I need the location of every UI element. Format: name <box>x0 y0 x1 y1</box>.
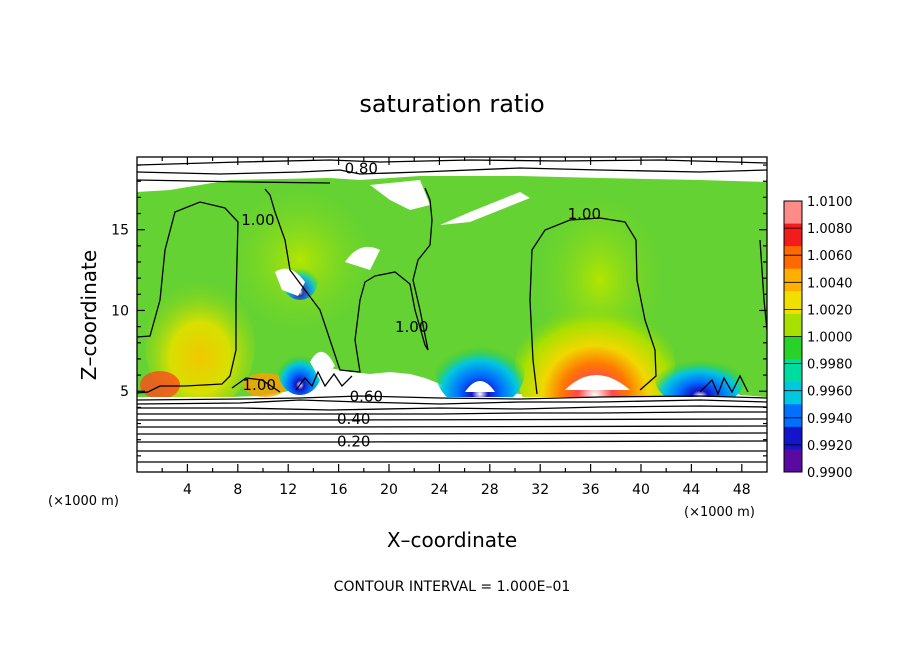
y-tick-label: 10 <box>111 303 129 319</box>
contour-line <box>137 432 767 435</box>
colorbar-label: 1.0100 <box>807 195 853 210</box>
x-tick-label: 4 <box>183 482 192 498</box>
contour-label: 0.80 <box>345 160 378 178</box>
x-tick-label: 36 <box>582 482 600 498</box>
contour-label: 0.20 <box>337 433 370 451</box>
contour-label: 1.00 <box>243 376 276 394</box>
contour-line <box>137 179 331 184</box>
chart-title: saturation ratio <box>359 90 544 118</box>
colorbar-label: 1.0040 <box>807 276 853 291</box>
contour-line <box>699 374 749 396</box>
colorbar-swatch <box>784 201 802 225</box>
y-tick-label: 5 <box>120 384 129 400</box>
x-unit-label: (×1000 m) <box>684 505 755 520</box>
tick-marks <box>137 157 767 472</box>
contour-line <box>137 167 767 175</box>
contour-label: 0.40 <box>337 410 370 428</box>
contour-label: 1.00 <box>568 205 601 223</box>
x-tick-label: 32 <box>531 482 549 498</box>
supersaturation-region <box>140 371 180 399</box>
colorbar-swatch <box>784 381 802 405</box>
x-tick-label: 28 <box>481 482 499 498</box>
contour-line <box>759 239 767 331</box>
contour-line <box>137 440 767 443</box>
colorbar-labels: 1.0100 1.0080 1.0060 1.0040 1.0020 1.0000 0.99… <box>807 195 853 481</box>
colorbar-swatch <box>784 449 802 473</box>
contour-interval-note: CONTOUR INTERVAL = 1.000E–01 <box>334 579 571 595</box>
contour-line <box>137 399 767 405</box>
x-tick-label: 24 <box>430 482 448 498</box>
contour-label: 1.00 <box>395 318 428 336</box>
z-unit-label: (×1000 m) <box>48 494 119 509</box>
x-axis-title: X–coordinate <box>387 528 517 552</box>
x-tick-label: 12 <box>279 482 297 498</box>
contour-line <box>137 418 767 421</box>
contour-line <box>137 201 239 394</box>
y-tick-label: 15 <box>111 223 129 239</box>
colorbar-swatch <box>784 291 802 315</box>
subsaturation-region <box>655 348 745 408</box>
dry-pocket <box>310 351 335 380</box>
contour-line <box>231 377 281 393</box>
colorbar-label: 0.9920 <box>807 439 853 454</box>
dry-pocket <box>565 375 630 390</box>
x-tick-label: 44 <box>682 482 700 498</box>
contour-lines <box>137 159 767 463</box>
colorbar-label: 1.0020 <box>807 303 853 318</box>
colorbar-swatch <box>784 336 802 360</box>
colorbar-label: 0.9900 <box>807 466 853 481</box>
contour-label: 0.60 <box>350 387 383 405</box>
dry-pocket <box>345 246 380 270</box>
y-axis-title: Z–coordinate <box>77 250 101 380</box>
contour-labels: 0.80 1.00 1.00 1.00 1.00 0.60 0.40 0.20 <box>241 160 601 451</box>
field-layer <box>137 157 767 472</box>
colorbar-label: 1.0060 <box>807 249 853 264</box>
colorbar-label: 0.9960 <box>807 385 853 400</box>
colorbar-swatch <box>784 359 802 383</box>
colorbar-swatch <box>784 268 802 292</box>
contour-line <box>137 411 767 415</box>
x-tick-label: 16 <box>330 482 348 498</box>
dry-pocket <box>440 192 530 225</box>
subsaturation-region <box>435 330 525 410</box>
colorbar-swatch <box>784 426 802 450</box>
colorbar-swatch <box>784 404 802 428</box>
x-tick-labels: 4 8 12 16 20 24 28 32 36 40 44 48 <box>183 482 751 498</box>
colorbar-swatch <box>784 246 802 270</box>
x-tick-label: 20 <box>380 482 398 498</box>
colorbar-label: 1.0000 <box>807 331 853 346</box>
x-tick-label: 48 <box>733 482 751 498</box>
y-tick-labels: 5 10 15 <box>111 223 129 401</box>
colorbar-swatch <box>784 223 802 247</box>
subsaturation-region <box>278 345 322 395</box>
contour-line <box>264 187 433 373</box>
contour-line <box>137 395 767 401</box>
contour-line <box>137 405 767 411</box>
contour-label: 1.00 <box>241 211 274 229</box>
colorbar-swatch <box>784 313 802 337</box>
contour-line <box>137 159 767 166</box>
dry-pocket <box>370 180 430 210</box>
dry-pocket <box>465 381 495 392</box>
colorbar <box>783 200 803 473</box>
contour-line <box>295 370 353 391</box>
contour-line <box>529 217 657 395</box>
plot-frame <box>136 156 768 473</box>
colorbar-label: 1.0080 <box>807 222 853 237</box>
x-tick-label: 8 <box>233 482 242 498</box>
contour-line <box>137 425 767 428</box>
x-tick-label: 40 <box>632 482 650 498</box>
colorbar-label: 0.9980 <box>807 358 853 373</box>
dry-pocket <box>275 268 305 296</box>
colorbar-label: 0.9940 <box>807 412 853 427</box>
